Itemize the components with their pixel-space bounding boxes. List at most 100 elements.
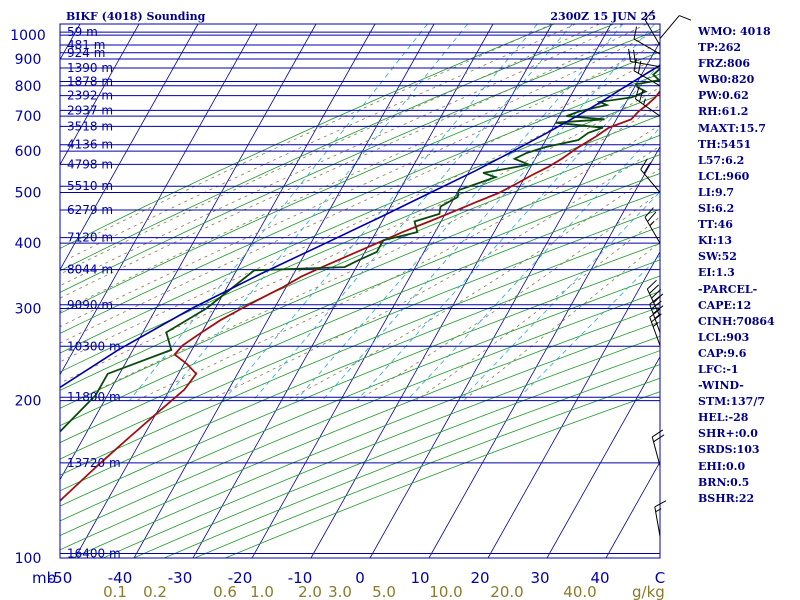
height-level-label: 16400 m [67,547,121,561]
height-level-label: 3518 m [67,119,113,133]
mixing-ratio-line [223,24,538,401]
wind-barb [640,158,661,193]
sounding-index: BSHR:22 [698,491,755,505]
temperature-tick-label: -20 [228,569,253,587]
wind-barb-staff [659,15,680,39]
wind-barb-half-flag [654,314,661,319]
moist-adiabat-line [60,70,660,363]
mixing-ratio-line [356,63,660,401]
sounding-index: STM:137/7 [698,395,765,409]
dry-adiabat-line [60,134,660,391]
valid-time: 2300Z 15 JUN 25 [550,10,656,23]
dry-adiabat-line [60,291,660,536]
height-level-label: 1878 m [67,75,113,89]
height-level-label: 4136 m [67,138,113,152]
sounding-index: EI:1.3 [698,266,735,280]
sounding-index: HEL:-28 [698,411,749,425]
mixing-ratio-tick-label: 1.0 [250,583,274,600]
height-level-label: 481 m [67,38,105,52]
dry-adiabat-line [60,243,660,492]
sounding-index: -PARCEL- [698,282,758,296]
isotherm-line [546,356,660,558]
sounding-index: LI:9.7 [698,185,735,199]
mixing-ratio-line [406,127,660,401]
pressure-tick-label: 200 [15,394,42,410]
wind-barb-flag [679,15,692,21]
wind-barb-flag [640,158,648,170]
wind-barb-flag [644,9,654,20]
wind-barb-flag [651,313,662,323]
sounding-index: L57:6.2 [698,153,745,167]
dry-adiabat-line [72,321,660,558]
mixing-ratio-line [129,24,428,401]
dry-adiabat-line [60,28,660,293]
temperature-tick-label: 30 [530,569,549,587]
pressure-tick-label: 1000 [10,28,46,44]
temperature-tick-label: 0 [355,569,365,587]
isotherm-line [310,24,612,558]
wind-barb [633,58,661,87]
wind-barb-flag [634,86,640,100]
temperature-tick-label: -40 [108,569,133,587]
sounding-index: CAPE:12 [698,298,752,312]
sounding-index: PW:0.62 [698,89,749,103]
sounding-index: WB0:820 [698,73,755,87]
pressure-tick-label: 700 [15,109,42,125]
mixing-ratio-unit-label: g/kg [632,583,665,600]
wind-barb-flag [654,500,667,508]
wind-barb-flag [646,279,657,290]
isotherm-line [605,461,660,558]
height-level-label: 11800 m [67,390,121,404]
sounding-index: KI:13 [698,234,733,248]
sounding-index: TP:262 [698,41,742,55]
sounding-curve [60,67,660,433]
mixing-ratio-tick-label: 0.2 [143,583,167,600]
temperature-tick-label: 40 [590,569,609,587]
pressure-tick-label: 900 [15,52,42,68]
wind-barb-flag [633,58,638,71]
moist-adiabat-line [70,24,576,259]
mixing-ratio-line [459,191,660,401]
moist-adiabat-line [60,24,623,287]
mixing-ratio-tick-label: 0.1 [103,583,127,600]
wind-barb [646,279,664,317]
sounding-index: SW:52 [698,250,737,264]
dry-adiabat-line [60,24,615,272]
isotherm-line [60,24,317,481]
dry-adiabat-line [60,191,660,444]
mixing-ratio-tick-label: 20.0 [490,583,523,600]
height-level-label: 8044 m [67,263,113,277]
mixing-ratio-line [252,24,573,401]
wind-barb-staff [649,317,661,346]
pressure-tick-label: 600 [15,144,42,160]
wind-barbs [628,9,692,537]
sounding-index: CAP:9.6 [698,346,747,360]
wind-barb-half-flag [652,322,659,328]
wind-barb-staff [644,19,661,46]
mixing-ratio-tick-label: 40.0 [563,583,596,600]
sounding-index: TT:46 [698,218,733,232]
sounding-index: FRZ:806 [698,57,751,71]
wind-barb [651,429,665,467]
mixing-ratio-tick-label: 0.6 [213,583,237,600]
moist-adiabat-line [285,168,660,401]
temperature-tick-label: 20 [470,569,489,587]
dry-adiabat-line [60,73,660,334]
height-level-label: 2392 m [67,89,113,103]
pressure-tick-label: 500 [15,185,42,201]
wind-barb-half-flag [649,220,655,227]
wind-barb-flag [643,162,651,174]
isotherm-line [60,24,199,271]
wind-barb-half-flag [655,508,662,513]
dry-adiabat-line [102,335,660,558]
sounding-index: LFC:-1 [698,362,739,376]
sounding-index: MAXT:15.7 [698,121,766,135]
sounding-index: SRDS:103 [698,443,760,457]
isotherm-line [60,24,140,166]
wind-barb-flag [651,300,662,310]
sounding-index: WMO: 4018 [698,25,771,38]
sounding-index: SHR+:0.0 [698,427,758,441]
height-level-label: 10300 m [67,339,121,353]
wind-barb-flag [639,89,644,102]
